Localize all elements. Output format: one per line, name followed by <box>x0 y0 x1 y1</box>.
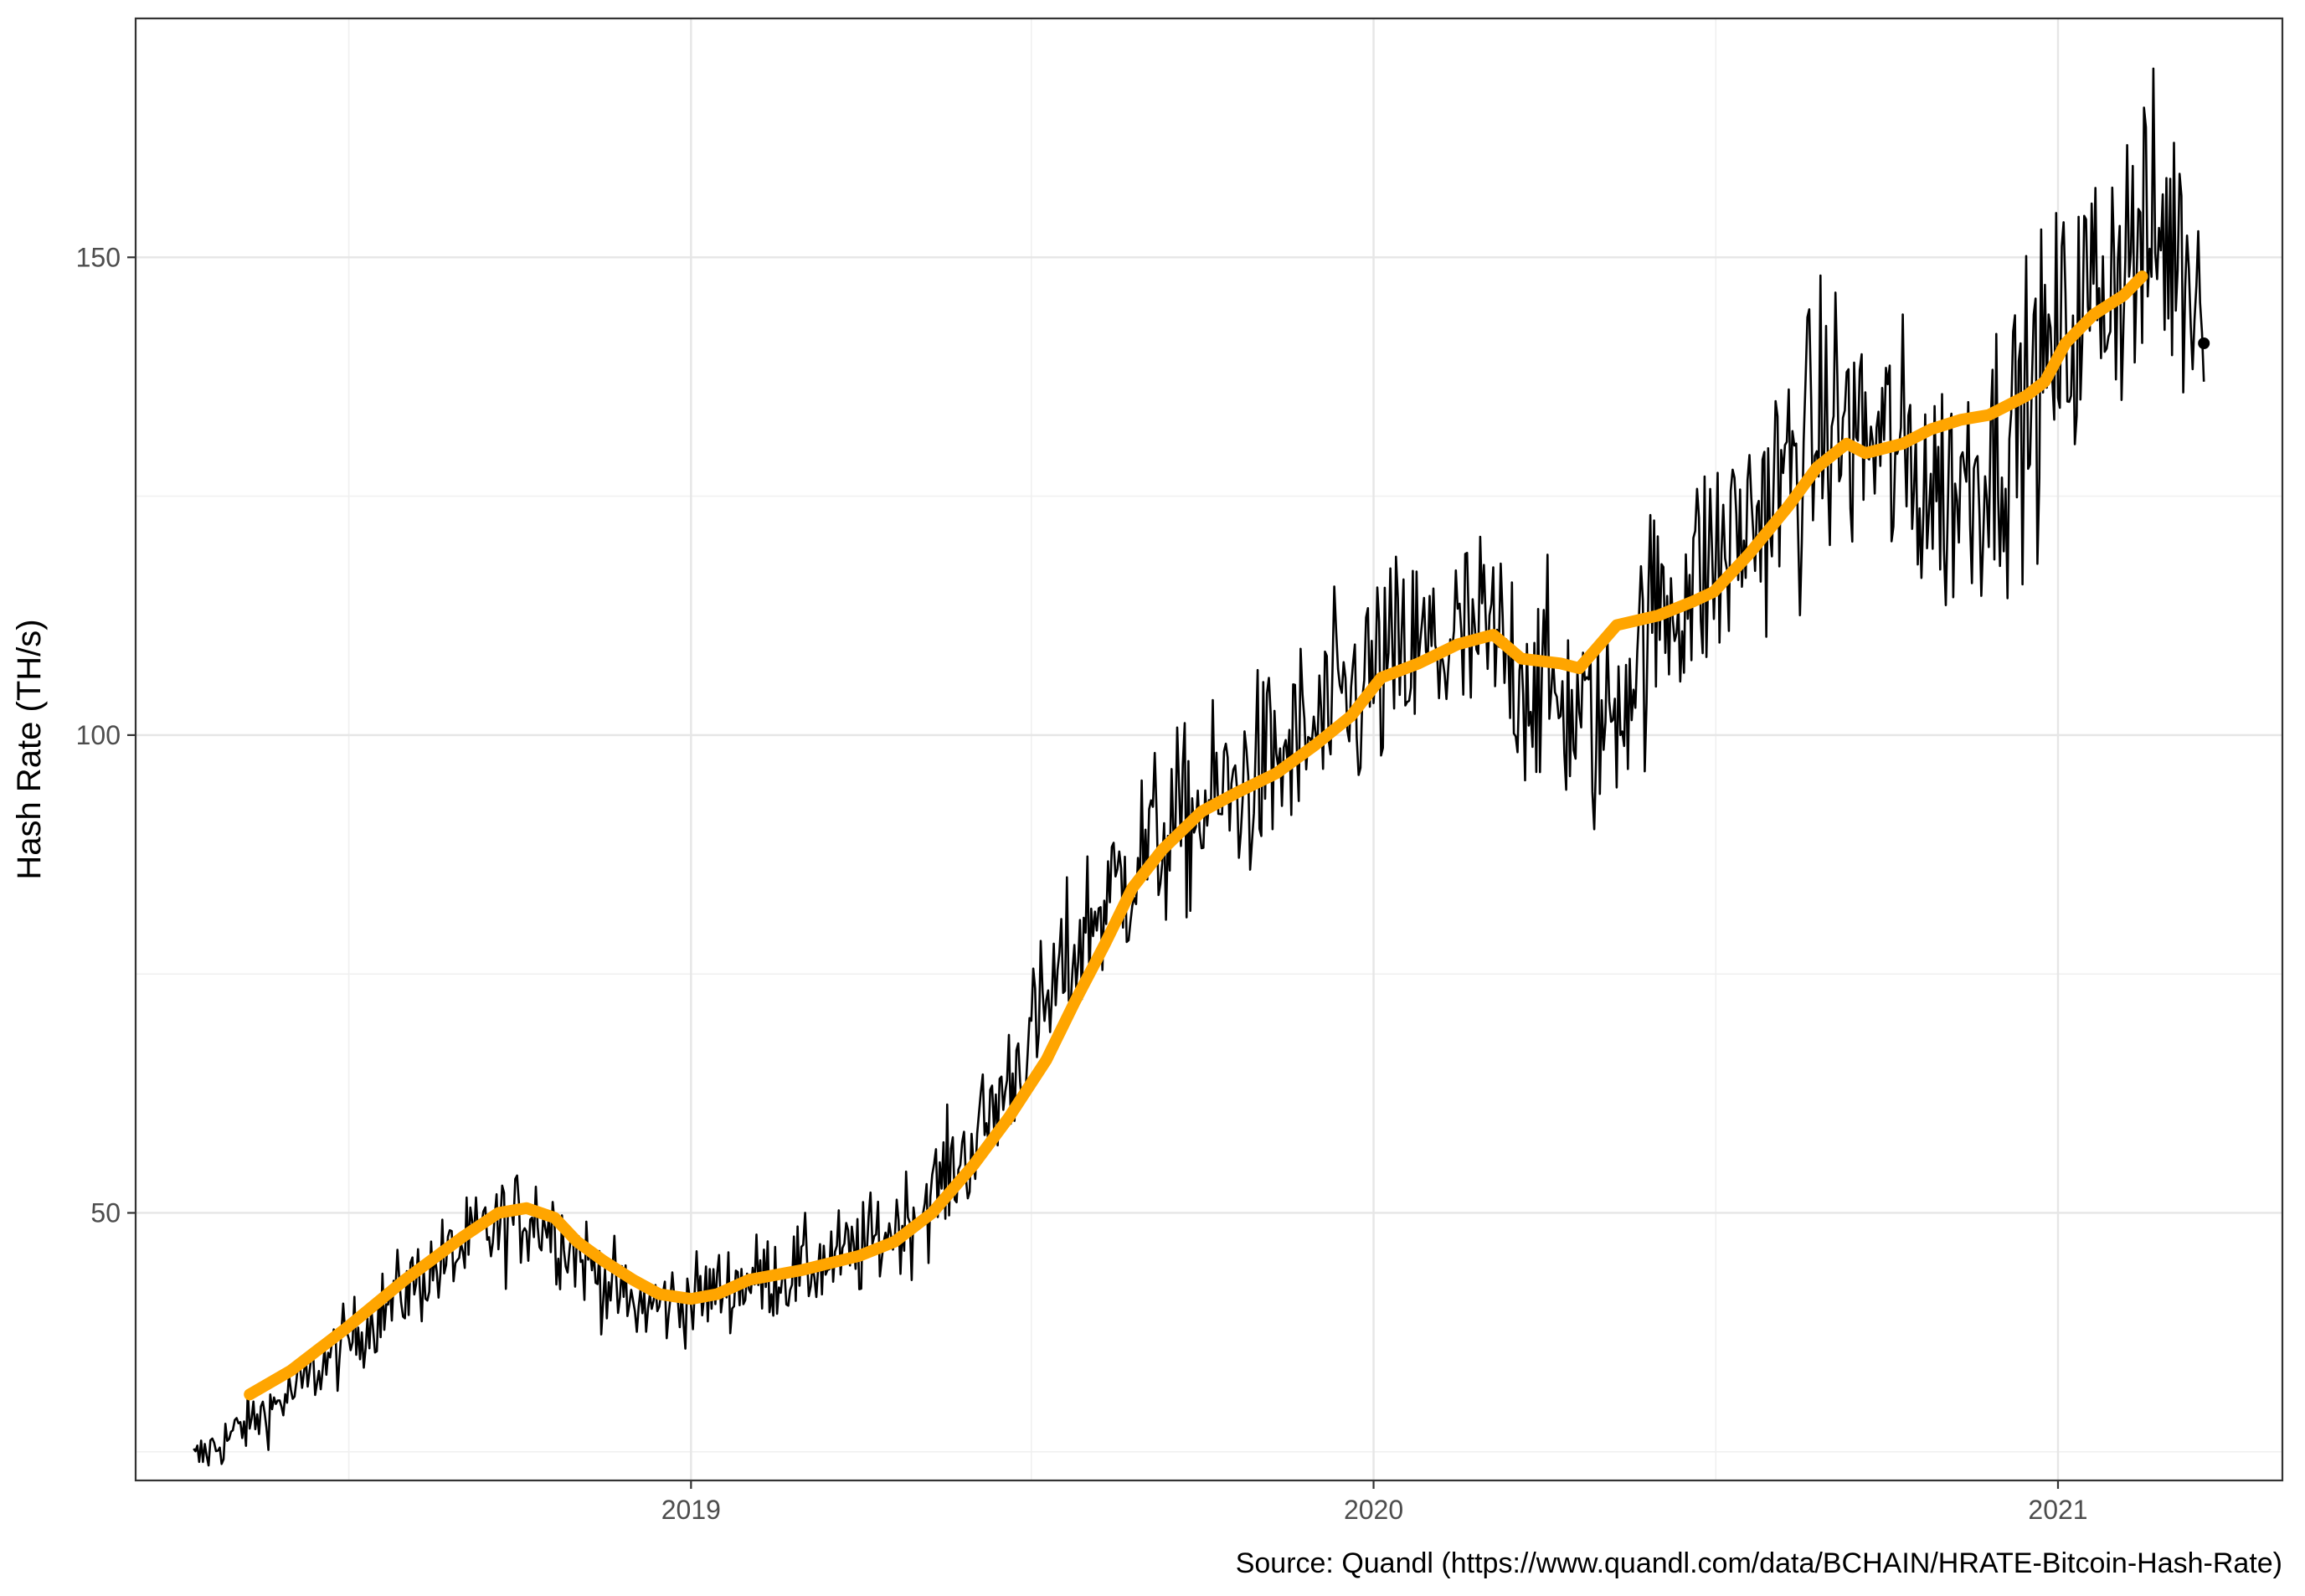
y-tick-label: 150 <box>76 242 121 272</box>
y-tick-label: 100 <box>76 720 121 750</box>
x-axis: 2019 2020 2021 <box>661 1480 2088 1525</box>
y-axis-title: Hash Rate (TH/s) <box>11 619 48 879</box>
x-tick-label: 2021 <box>2028 1495 2087 1525</box>
smoothed-hash-rate-series <box>244 270 2148 1401</box>
raw-series-last-point <box>2198 337 2210 349</box>
smoothed-series-line <box>244 270 2148 1401</box>
major-gridlines <box>136 18 2282 1480</box>
y-tick-label: 50 <box>90 1197 121 1228</box>
source-caption: Source: Quandl (https://www.quandl.com/d… <box>1236 1547 2282 1579</box>
x-tick-label: 2019 <box>661 1495 721 1525</box>
y-axis: 50 100 150 <box>76 242 136 1228</box>
x-tick-label: 2020 <box>1344 1495 1403 1525</box>
panel-border <box>134 17 2284 1482</box>
